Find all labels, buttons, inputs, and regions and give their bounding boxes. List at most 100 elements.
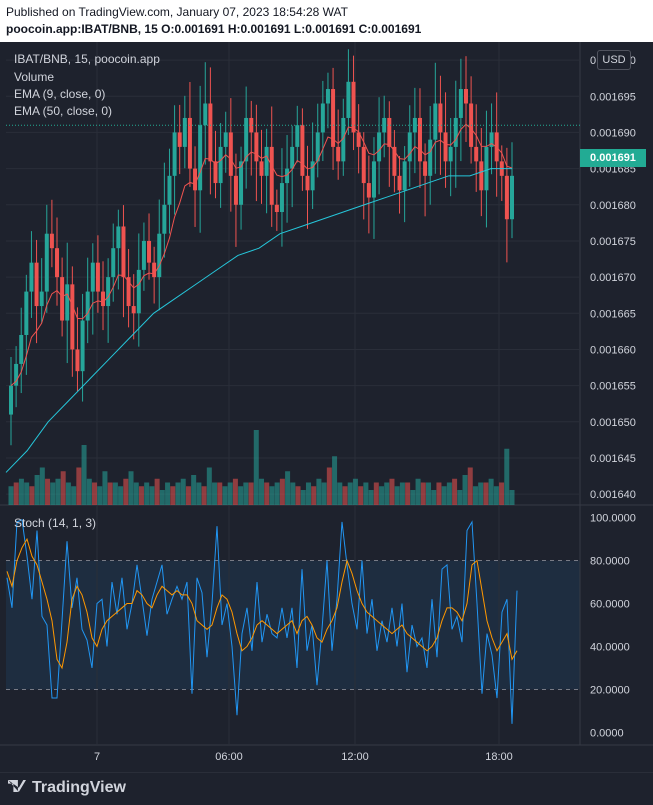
volume-bars bbox=[8, 430, 515, 505]
candle-body bbox=[75, 349, 80, 372]
chart-svg[interactable]: 0.0017000.0016950.0016900.0016850.001680… bbox=[0, 19, 653, 772]
candle-body bbox=[295, 125, 300, 147]
volume-bar bbox=[248, 482, 254, 505]
legend-stoch[interactable]: Stoch (14, 1, 3) bbox=[14, 516, 97, 530]
volume-bar bbox=[212, 482, 218, 505]
candle-body bbox=[264, 146, 269, 176]
candle-body bbox=[377, 132, 382, 162]
price-axis: 0.0017000.0016950.0016900.0016850.001680… bbox=[590, 19, 636, 501]
volume-bar bbox=[128, 471, 134, 505]
candle-body bbox=[423, 161, 428, 176]
volume-bar bbox=[86, 478, 92, 505]
candles bbox=[9, 49, 514, 446]
stoch-axis: 100.0000 80.0000 60.0000 40.0000 20.0000 0.00… bbox=[590, 513, 636, 740]
volume-bar bbox=[24, 482, 30, 505]
volume-bar bbox=[457, 490, 463, 505]
volume-bar bbox=[420, 482, 426, 505]
stoch-tick-label: 40.0000 bbox=[590, 641, 630, 653]
volume-bar bbox=[76, 467, 82, 505]
currency-button[interactable]: USD bbox=[597, 50, 631, 70]
candle-body bbox=[213, 161, 218, 184]
volume-bar bbox=[305, 482, 311, 505]
legend-volume[interactable]: Volume bbox=[14, 70, 55, 84]
candle-body bbox=[218, 146, 223, 184]
candle-body bbox=[325, 89, 330, 104]
candle-body bbox=[136, 269, 141, 314]
candle-body bbox=[177, 132, 182, 147]
candle-body bbox=[259, 161, 264, 176]
time-tick-label: 06:00 bbox=[215, 751, 243, 763]
footer: TradingView bbox=[0, 772, 653, 805]
candle-body bbox=[433, 103, 438, 140]
volume-bar bbox=[363, 482, 369, 505]
volume-bar bbox=[337, 482, 343, 505]
candle-body bbox=[479, 161, 484, 191]
legend-title[interactable]: IBAT/BNB, 15, poocoin.app bbox=[14, 52, 160, 66]
candle-body bbox=[504, 175, 509, 220]
price-tick-label: 0.001670 bbox=[590, 272, 636, 284]
candle-body bbox=[290, 146, 295, 169]
candle-body bbox=[285, 168, 290, 184]
volume-bar bbox=[373, 482, 379, 505]
candle-body bbox=[95, 262, 100, 292]
price-tick-label: 0.001665 bbox=[590, 308, 636, 320]
candle-body bbox=[458, 89, 463, 118]
candle-body bbox=[417, 117, 422, 162]
legend-ema9[interactable]: EMA (9, close, 0) bbox=[14, 87, 106, 101]
volume-bar bbox=[300, 490, 306, 505]
last-price-label: 0.001691 bbox=[580, 149, 646, 167]
volume-bar bbox=[274, 482, 280, 505]
time-axis: 7 06:00 12:00 18:00 bbox=[94, 751, 513, 763]
candle-body bbox=[157, 233, 162, 278]
ema9-line bbox=[10, 123, 513, 387]
candle-body bbox=[249, 117, 254, 133]
stoch-tick-label: 80.0000 bbox=[590, 556, 630, 568]
chart-area[interactable]: 0.0017000.0016950.0016900.0016850.001680… bbox=[0, 19, 653, 772]
candle-body bbox=[300, 125, 305, 176]
candle-body bbox=[387, 117, 392, 147]
price-tick-label: 0.001690 bbox=[590, 127, 636, 139]
volume-bar bbox=[65, 482, 71, 505]
volume-bar bbox=[467, 467, 473, 505]
tradingview-logo[interactable]: TradingView bbox=[8, 779, 126, 797]
volume-bar bbox=[436, 482, 442, 505]
candle-body bbox=[223, 132, 228, 147]
candle-body bbox=[392, 146, 397, 176]
volume-bar bbox=[154, 478, 160, 505]
candle-body bbox=[49, 233, 54, 249]
volume-bar bbox=[92, 482, 97, 505]
candle-body bbox=[65, 284, 70, 321]
price-tick-label: 0.001650 bbox=[590, 417, 636, 429]
volume-bar bbox=[149, 486, 155, 505]
volume-bar bbox=[123, 478, 129, 505]
volume-bar bbox=[415, 478, 421, 505]
publish-header: Published on TradingView.com, January 07… bbox=[0, 0, 653, 42]
volume-bar bbox=[295, 486, 301, 505]
volume-bar bbox=[264, 482, 270, 505]
volume-bar bbox=[60, 471, 66, 505]
volume-bar bbox=[431, 490, 437, 505]
candle-body bbox=[228, 132, 233, 176]
candle-body bbox=[463, 89, 468, 104]
volume-bar bbox=[118, 486, 124, 505]
volume-bar bbox=[196, 482, 202, 505]
legend-ema50[interactable]: EMA (50, close, 0) bbox=[14, 104, 113, 118]
volume-bar bbox=[201, 486, 207, 505]
candle-body bbox=[239, 161, 244, 205]
volume-bar bbox=[452, 478, 458, 505]
volume-bar bbox=[504, 448, 510, 505]
volume-bar bbox=[185, 486, 191, 505]
candle-body bbox=[346, 81, 351, 118]
volume-bar bbox=[18, 478, 24, 505]
volume-bar bbox=[39, 467, 45, 505]
volume-bar bbox=[29, 486, 35, 505]
candle-body bbox=[116, 226, 121, 249]
candle-body bbox=[70, 284, 75, 350]
volume-bar bbox=[222, 486, 228, 505]
volume-bar bbox=[332, 456, 338, 505]
candle-body bbox=[111, 248, 116, 278]
volume-bar bbox=[253, 430, 259, 505]
candle-body bbox=[198, 125, 203, 191]
volume-bar bbox=[499, 482, 505, 505]
volume-bar bbox=[102, 471, 108, 505]
